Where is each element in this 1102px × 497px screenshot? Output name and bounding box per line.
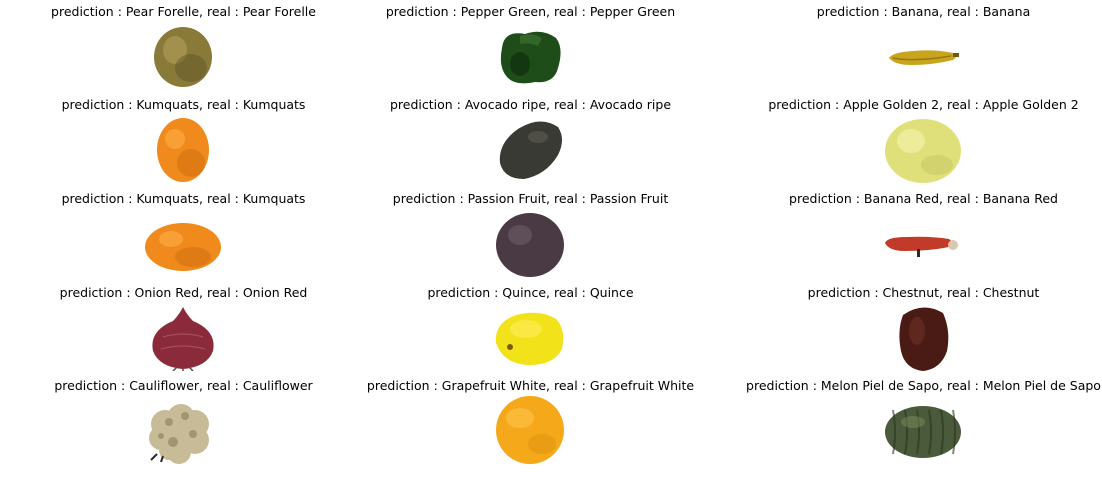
prediction-caption: prediction : Kumquats, real : Kumquats (61, 97, 306, 112)
prediction-caption: prediction : Quince, real : Quince (427, 285, 634, 300)
prediction-panel: prediction : Melon Piel de Sapo, real : … (740, 374, 1102, 467)
prediction-caption: prediction : Apple Golden 2, real : Appl… (768, 97, 1079, 112)
grapefruit-white-image (496, 396, 564, 464)
prediction-panel: prediction : Avocado ripe, real : Avocad… (347, 93, 714, 186)
chestnut-image (899, 307, 949, 371)
prediction-panel: prediction : Kumquats, real : Kumquats (0, 93, 367, 186)
passion-fruit-image (496, 213, 564, 277)
pear-forelle-image (154, 27, 212, 87)
prediction-caption: prediction : Kumquats, real : Kumquats (61, 191, 306, 206)
prediction-caption: prediction : Passion Fruit, real : Passi… (392, 191, 669, 206)
prediction-caption: prediction : Chestnut, real : Chestnut (807, 285, 1040, 300)
prediction-caption: prediction : Grapefruit White, real : Gr… (366, 378, 695, 393)
prediction-panel: prediction : Grapefruit White, real : Gr… (347, 374, 714, 467)
prediction-panel: prediction : Kumquats, real : Kumquats (0, 187, 367, 280)
prediction-panel: prediction : Onion Red, real : Onion Red (0, 281, 367, 374)
prediction-caption: prediction : Onion Red, real : Onion Red (59, 285, 308, 300)
quince-image (495, 312, 564, 365)
prediction-panel: prediction : Pear Forelle, real : Pear F… (0, 0, 367, 93)
prediction-caption: prediction : Melon Piel de Sapo, real : … (746, 378, 1101, 393)
prediction-panel: prediction : Banana, real : Banana (740, 0, 1102, 93)
prediction-panel: prediction : Chestnut, real : Chestnut (740, 281, 1102, 374)
onion-red-image (152, 307, 214, 371)
kumquats-image (145, 223, 221, 271)
prediction-caption: prediction : Pear Forelle, real : Pear F… (51, 4, 316, 19)
prediction-panel: prediction : Cauliflower, real : Caulifl… (0, 374, 367, 467)
prediction-panel: prediction : Passion Fruit, real : Passi… (347, 187, 714, 280)
melon-piel-de-sapo-image (885, 406, 961, 458)
avocado-ripe-image (499, 121, 562, 179)
prediction-panel: prediction : Apple Golden 2, real : Appl… (740, 93, 1102, 186)
prediction-caption: prediction : Pepper Green, real : Pepper… (385, 4, 676, 19)
banana-image (889, 50, 959, 65)
prediction-panel: prediction : Quince, real : Quince (347, 281, 714, 374)
prediction-caption: prediction : Avocado ripe, real : Avocad… (389, 97, 672, 112)
apple-golden-2-image (885, 119, 961, 183)
banana-red-image (885, 236, 958, 257)
kumquats-image (157, 118, 209, 182)
prediction-caption: prediction : Banana, real : Banana (816, 4, 1031, 19)
cauliflower-image (149, 404, 209, 464)
prediction-panel: prediction : Banana Red, real : Banana R… (740, 187, 1102, 280)
prediction-caption: prediction : Cauliflower, real : Caulifl… (54, 378, 313, 393)
prediction-panel: prediction : Pepper Green, real : Pepper… (347, 0, 714, 93)
pepper-green-image (500, 31, 561, 84)
prediction-caption: prediction : Banana Red, real : Banana R… (789, 191, 1058, 206)
